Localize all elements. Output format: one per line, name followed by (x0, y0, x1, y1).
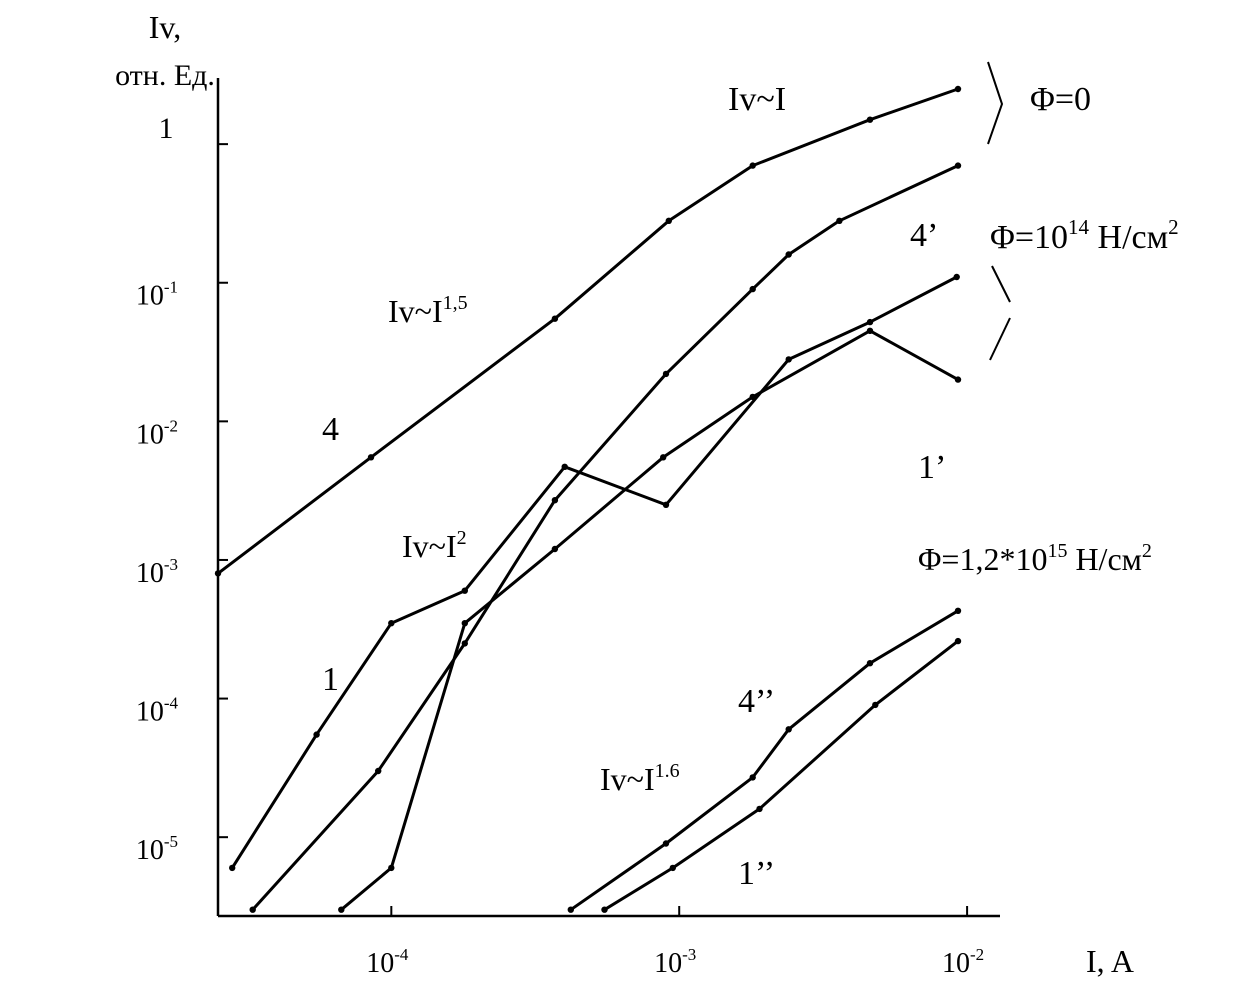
data-point (954, 85, 962, 93)
data-point (756, 805, 763, 813)
y-tick-label: 10-4 (136, 694, 179, 728)
data-point (954, 162, 962, 169)
data-point (866, 327, 874, 334)
data-point (662, 840, 670, 847)
data-point (866, 660, 874, 667)
annotation-iv-i15: Iv~I1,5 (388, 292, 468, 329)
bracket-phi14-upper (991, 265, 1011, 303)
y-tick-label: 10-3 (136, 555, 178, 589)
data-point (338, 906, 345, 913)
y-axis-label: Iv, (149, 9, 182, 45)
data-point (375, 767, 382, 775)
y-tick-label: 10-2 (136, 416, 178, 450)
y-tick-label: 10-1 (136, 278, 178, 312)
annotation-lbl-4: 4 (322, 411, 339, 448)
data-point (836, 217, 843, 224)
data-point (665, 217, 672, 224)
data-point (461, 620, 468, 627)
data-point (749, 774, 756, 781)
data-point (866, 318, 874, 326)
data-point (388, 620, 395, 627)
series-line-4 (340, 329, 959, 911)
data-point (749, 162, 756, 169)
data-point (749, 393, 756, 401)
x-tick-label: 10-2 (942, 945, 984, 979)
data-point (954, 607, 962, 614)
data-point (662, 370, 670, 378)
annotation-phi15: Φ=1,2*1015 Н/см2 (918, 540, 1152, 577)
data-point (669, 864, 676, 872)
axes (216, 78, 1000, 918)
data-point (785, 356, 792, 363)
data-point (953, 273, 960, 281)
data-point (551, 315, 559, 322)
data-point (313, 731, 320, 738)
data-point (551, 497, 559, 504)
data-point (601, 906, 608, 913)
annotation-phi14: Φ=1014 Н/см2 (990, 215, 1179, 256)
data-point (954, 637, 962, 645)
data-point (551, 545, 559, 553)
annotation-lbl-4p: 4’ (910, 217, 938, 254)
text-labels: Iv, отн. Ед. I, A Iv~I Iv~I1,5 Iv~I2 Iv~I1.… (115, 9, 1179, 979)
data-point (785, 726, 792, 733)
annotation-iv-i2: Iv~I2 (402, 527, 467, 564)
data-point (660, 454, 667, 461)
annotation-phi0: Φ=0 (1030, 81, 1091, 118)
annotation-iv-i: Iv~I (728, 81, 786, 118)
annotation-lbl-1: 1 (322, 661, 339, 698)
bracket-marks (987, 61, 1011, 361)
data-point (785, 251, 792, 258)
data-point (214, 570, 222, 577)
data-point (388, 864, 395, 872)
data-point (229, 864, 236, 872)
annotation-lbl-1pp: 1’’ (738, 855, 775, 892)
series-group (214, 85, 962, 913)
series-line-3 (230, 275, 958, 869)
data-point (954, 376, 962, 383)
y-tick-label: 10-5 (136, 832, 178, 866)
x-tick-label: 10-3 (654, 945, 696, 979)
data-point (367, 454, 375, 461)
bracket-phi14-lower (989, 317, 1011, 361)
annotation-lbl-4pp: 4’’ (738, 683, 775, 720)
y-tick-label: 1 (159, 112, 174, 145)
data-point (866, 116, 874, 123)
bracket-phi0 (987, 61, 1004, 145)
annotation-lbl-1p: 1’ (918, 449, 946, 486)
data-point (567, 906, 574, 913)
x-axis-label: I, A (1086, 943, 1134, 979)
data-point (561, 463, 568, 470)
y-axis-unit: отн. Ед. (115, 59, 215, 92)
data-point (461, 587, 468, 594)
data-point (749, 285, 756, 293)
data-point (662, 501, 670, 508)
annotation-iv-i16: Iv~I1.6 (600, 760, 680, 797)
data-point (249, 906, 256, 913)
tick-marks: 10-4 10-3 10-2 1 10-1 10-2 10-3 10-4 10-5 (136, 112, 984, 979)
data-point (872, 701, 879, 709)
x-tick-label: 10-4 (366, 945, 409, 979)
series-line-5 (569, 609, 959, 911)
data-point (461, 640, 468, 647)
